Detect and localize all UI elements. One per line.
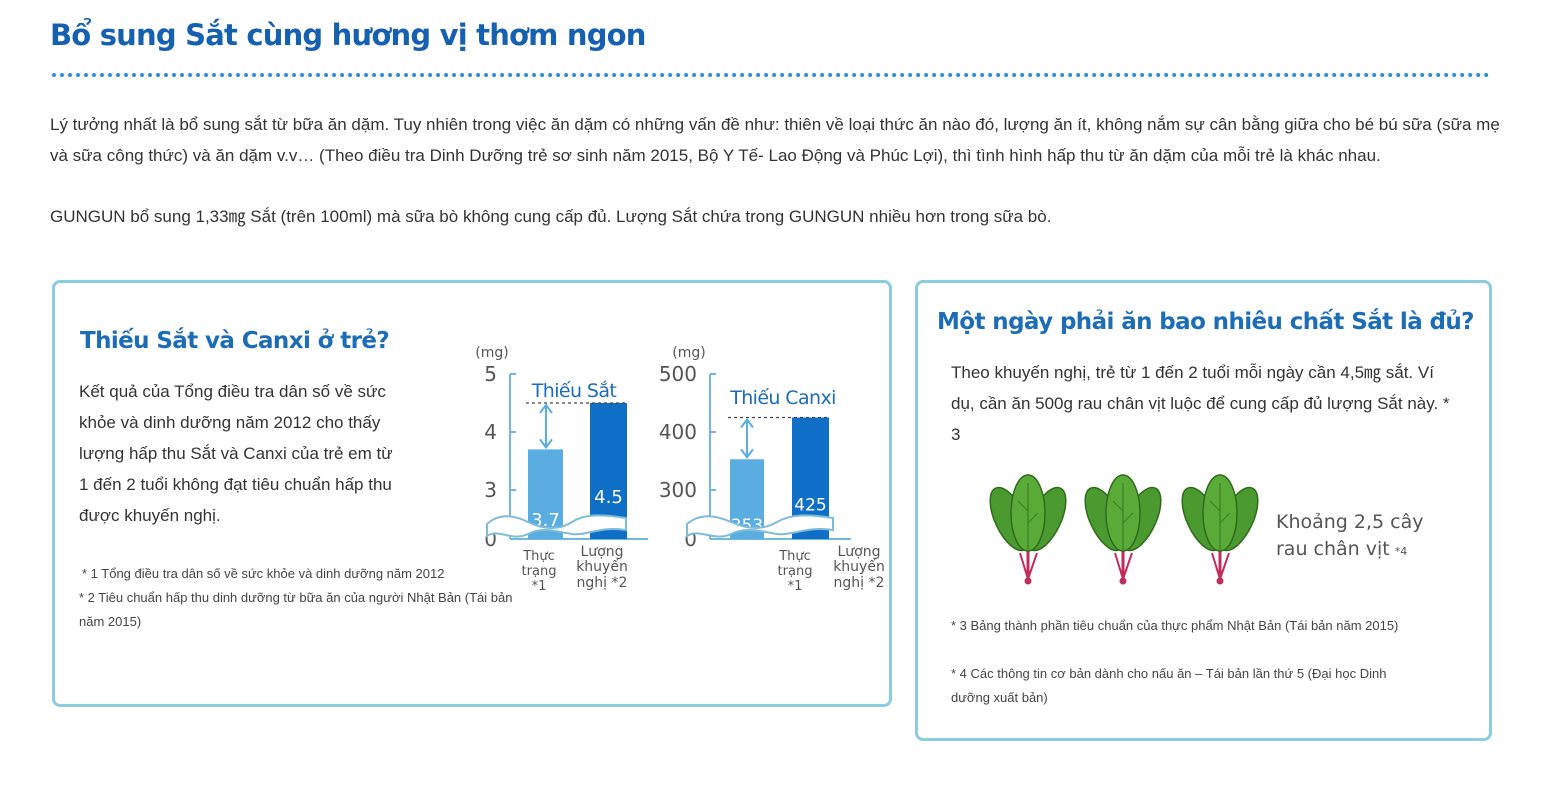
chart-unit-label: (mg) (672, 345, 705, 361)
iron-intake-chart: (mg) 5 4 3 0 Thiếu Sắt Thực trạng *1 Lượ… (475, 345, 648, 594)
spinach-icon (1075, 473, 1171, 586)
x-category-label: Lượng (581, 544, 624, 560)
deficit-arrow-head (539, 438, 553, 450)
spinach-icon (980, 473, 1076, 586)
x-category-label: *1 (788, 579, 803, 594)
spinach-caption: Khoảng 2,5 cây rau chân vịt *4 (1276, 509, 1424, 565)
footnote-1: * 1 Tổng điều tra dân số về sức khỏe và … (82, 566, 445, 581)
spinach-icon (1172, 473, 1268, 586)
x-category-label: trạng (778, 564, 813, 579)
intro-paragraph-1: Lý tưởng nhất là bổ sung sắt từ bữa ăn d… (50, 115, 1500, 165)
deficiency-annotation: Thiếu Canxi (729, 387, 836, 409)
deficiency-heading: Thiếu Sắt và Canxi ở trẻ? (80, 328, 390, 354)
y-tick-label: 400 (659, 420, 697, 444)
chart-unit-label: (mg) (475, 345, 508, 361)
x-category-label: khuyến (576, 558, 628, 575)
deficit-arrow-head (539, 403, 553, 414)
axis-break-wave (686, 514, 834, 538)
footnote-2: * 2 Tiêu chuẩn hấp thu dinh dưỡng từ bữa… (79, 590, 513, 629)
x-category-label: Thực (522, 549, 555, 564)
x-category-label: *1 (532, 579, 547, 594)
y-tick-label: 4 (484, 420, 497, 444)
iron-calcium-deficiency-panel: Thiếu Sắt và Canxi ở trẻ? Kết quả của Tổ… (52, 280, 892, 707)
x-category-label: nghị *2 (577, 575, 628, 591)
calcium-intake-chart: (mg) 500 400 300 0 Thiếu Canxi Thực trạn… (659, 345, 885, 594)
x-category-label: Thực (778, 549, 811, 564)
spinach-illustration (980, 473, 1268, 586)
daily-iron-body-text: Theo khuyến nghị, trẻ từ 1 đến 2 tuổi mỗ… (951, 363, 1450, 444)
bar-value-label: 4.5 (594, 487, 623, 508)
x-category-label: nghị *2 (834, 575, 885, 591)
footnote-3: * 3 Bảng thành phần tiêu chuẩn của thực … (951, 618, 1399, 633)
x-category-label: trạng (522, 564, 557, 579)
footnote-4: * 4 Các thông tin cơ bản dành cho nấu ăn… (951, 666, 1387, 705)
y-tick-label: 300 (659, 478, 697, 502)
spinach-caption-note: *4 (1394, 545, 1408, 558)
y-tick-label: 5 (484, 362, 497, 386)
x-category-label: khuyến (833, 558, 885, 575)
deficit-arrow-head (740, 417, 754, 429)
x-category-label: Lượng (838, 544, 881, 560)
deficit-arrow-head (740, 448, 754, 459)
daily-iron-requirement-panel: Một ngày phải ăn bao nhiêu chất Sắt là đ… (915, 280, 1492, 741)
axis-break-wave (486, 514, 627, 538)
bar-value-label: 425 (794, 495, 826, 515)
daily-iron-heading: Một ngày phải ăn bao nhiêu chất Sắt là đ… (937, 309, 1475, 335)
page-title: Bổ sung Sắt cùng hương vị thơm ngon (50, 18, 646, 52)
y-tick-label: 3 (484, 478, 497, 502)
deficiency-annotation: Thiếu Sắt (531, 379, 617, 402)
intro-paragraph-2: GUNGUN bổ sung 1,33㎎ Sắt (trên 100ml) mà… (50, 207, 1052, 226)
spinach-caption-line-2: rau chân vịt (1276, 538, 1390, 560)
deficiency-body-text: Kết quả của Tổng điều tra dân số về sức … (79, 382, 393, 525)
title-divider (52, 73, 1490, 77)
spinach-caption-line-1: Khoảng 2,5 cây (1276, 511, 1424, 533)
y-tick-label: 500 (659, 362, 697, 386)
